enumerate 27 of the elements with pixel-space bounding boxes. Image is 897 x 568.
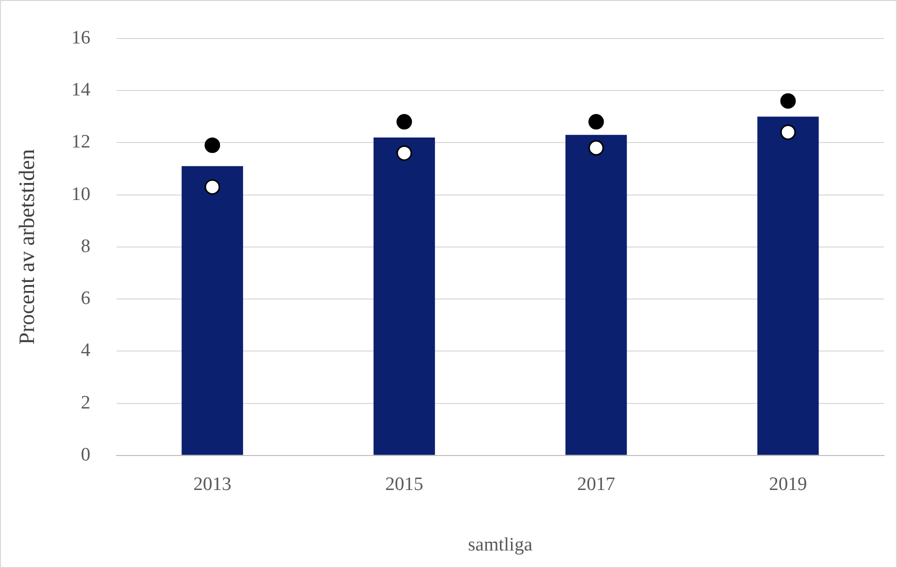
bar bbox=[182, 166, 244, 455]
point bbox=[204, 179, 220, 195]
y-tick-label: 6 bbox=[80, 288, 90, 310]
y-tick-label: 16 bbox=[71, 27, 90, 48]
x-tick-label: 2015 bbox=[385, 474, 424, 495]
y-tick-label: 12 bbox=[71, 132, 90, 153]
bar bbox=[565, 134, 627, 455]
y-tick-label: 2 bbox=[80, 392, 90, 414]
x-tick-label: 2019 bbox=[769, 474, 808, 495]
point bbox=[588, 114, 604, 130]
y-tick-label: 0 bbox=[80, 444, 90, 466]
point bbox=[204, 138, 220, 154]
y-tick-label: 8 bbox=[80, 236, 90, 257]
y-tick-label: 4 bbox=[80, 340, 91, 362]
x-tick-label: 2013 bbox=[193, 474, 232, 495]
bar bbox=[374, 137, 435, 455]
y-tick-label: 10 bbox=[71, 184, 90, 205]
point bbox=[396, 145, 412, 161]
x-tick-label: 2017 bbox=[577, 474, 616, 495]
y-tick-label: 14 bbox=[71, 80, 91, 101]
bar bbox=[757, 116, 819, 455]
point bbox=[396, 114, 412, 130]
point bbox=[780, 93, 796, 109]
x-axis-title: samtliga bbox=[468, 534, 533, 556]
point bbox=[780, 124, 796, 140]
y-axis-title: Procent av arbetstiden bbox=[14, 149, 39, 345]
point bbox=[588, 140, 604, 156]
